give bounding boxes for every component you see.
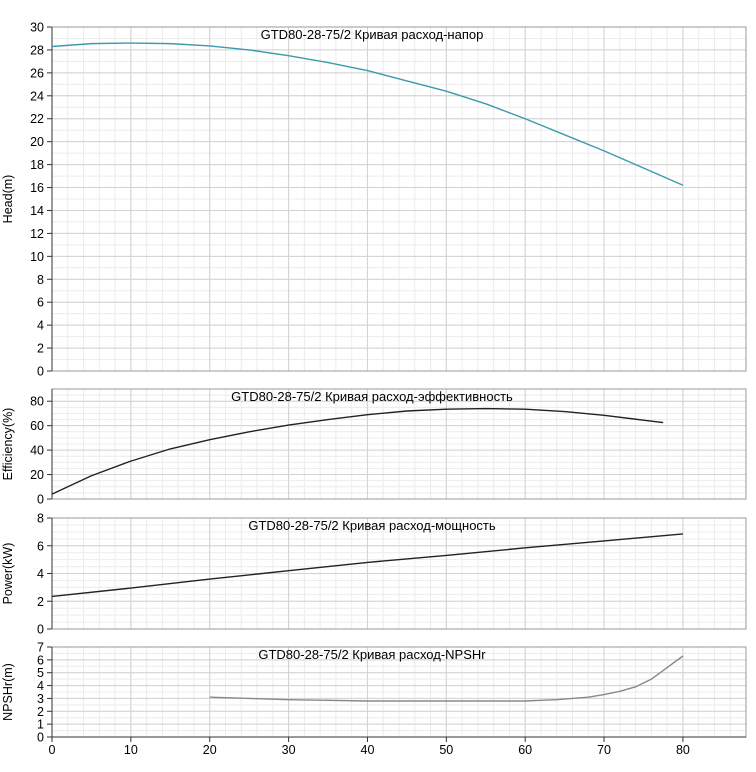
y-tick-label: 8 [37,273,44,287]
y-tick-label: 2 [37,705,44,719]
y-tick-label: 5 [37,666,44,680]
y-tick-label: 6 [37,296,44,310]
x-tick-label: 30 [282,743,296,757]
y-tick-label: 2 [37,595,44,609]
x-tick-label: 0 [49,743,56,757]
series-line-3-0 [209,655,684,702]
y-tick-label: 16 [30,181,44,195]
chart-panel-2: 0 2 4 6 8 GTD80-28-75/2 Кривая расход-мощност… [1,512,747,637]
y-tick-label: 6 [37,653,44,667]
y-tick-label: 80 [30,395,44,409]
x-tick-label: 80 [676,743,690,757]
y-tick-label: 4 [37,567,44,581]
y-tick-label: 7 [37,641,44,655]
series-line-2-0 [51,533,683,598]
chart-title: GTD80-28-75/2 Кривая расход-мощность [248,518,496,533]
y-tick-label: 14 [30,204,44,218]
y-tick-label: 4 [37,679,44,693]
x-tick-label: 10 [124,743,138,757]
y-tick-label: 0 [37,731,44,745]
y-tick-label: 6 [37,539,44,553]
x-tick-label: 60 [518,743,532,757]
y-tick-label: 12 [30,227,44,241]
y-tick-label: 0 [37,493,44,507]
x-tick-label: 40 [361,743,375,757]
y-tick-label: 26 [30,66,44,80]
y-tick-label: 60 [30,419,44,433]
y-tick-label: 0 [37,623,44,637]
chart-panel-1: 0 20 40 60 80 GTD80-28-75/2 Кривая расход-эфф… [1,388,747,507]
y-tick-label: 28 [30,43,44,57]
y-tick-label: 1 [37,718,44,732]
y-tick-label: 8 [37,512,44,526]
series-line-1-0 [51,407,664,495]
y-axis-label: Power(kW) [1,543,15,605]
y-tick-label: 3 [37,692,44,706]
y-axis-label: Efficiency(%) [1,408,15,481]
y-tick-label: 2 [37,342,44,356]
y-tick-label: 20 [30,135,44,149]
chart-title: GTD80-28-75/2 Кривая расход-NPSHr [258,647,486,662]
y-tick-label: 10 [30,250,44,264]
y-tick-label: 0 [37,365,44,379]
y-tick-label: 30 [30,21,44,35]
x-tick-label: 50 [439,743,453,757]
y-tick-label: 24 [30,89,44,103]
y-axis-label: NPSHr(m) [1,663,15,721]
series-line-0-0 [51,42,684,186]
y-tick-label: 20 [30,468,44,482]
x-tick-label: 70 [597,743,611,757]
y-tick-label: 40 [30,444,44,458]
chart-title: GTD80-28-75/2 Кривая расход-эффективност… [231,389,513,404]
y-axis-label: Head(m) [1,175,15,224]
x-tick-label: 20 [203,743,217,757]
y-tick-label: 18 [30,158,44,172]
chart-title: GTD80-28-75/2 Кривая расход-напор [261,27,484,42]
y-tick-label: 4 [37,319,44,333]
y-tick-label: 22 [30,112,44,126]
